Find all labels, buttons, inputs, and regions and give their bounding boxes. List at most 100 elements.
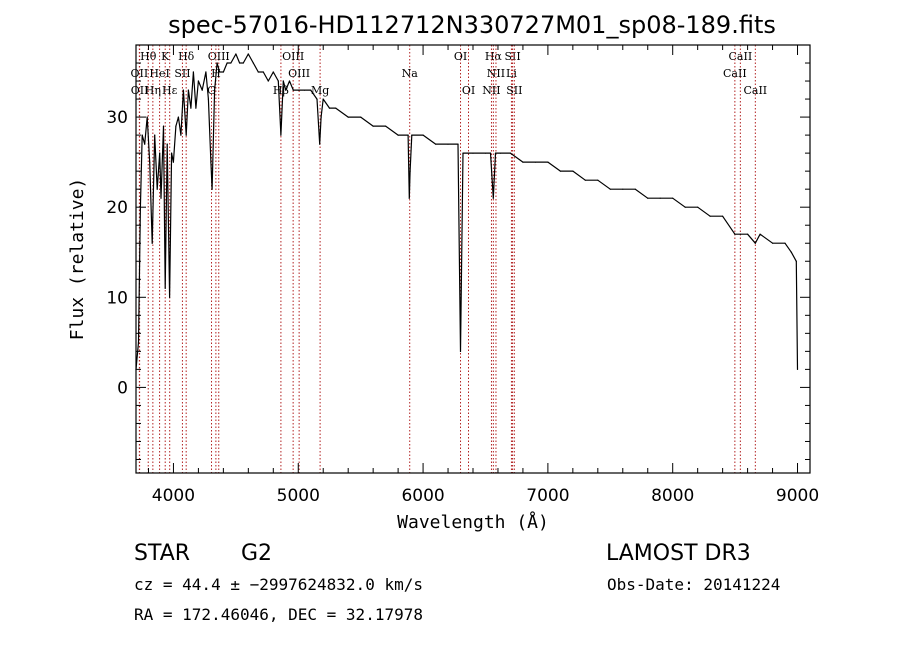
data-point-0-50 xyxy=(282,80,284,82)
data-point-0-90 xyxy=(584,179,586,181)
data-point-0-59 xyxy=(320,116,322,118)
data-point-0-86 xyxy=(534,161,537,163)
data-point-0-33 xyxy=(214,89,216,91)
marker-label-3: OIII xyxy=(208,50,230,63)
marker-label-1: K xyxy=(161,50,170,63)
data-point-0-49 xyxy=(280,134,282,136)
data-point-0-13 xyxy=(164,287,166,289)
marker-label-26: SII xyxy=(506,84,522,97)
data-point-0-69 xyxy=(408,197,410,199)
data-point-0-38 xyxy=(230,62,232,64)
object-class: STAR xyxy=(134,541,190,566)
data-point-0-43 xyxy=(252,62,254,64)
data-point-0-68 xyxy=(407,134,409,136)
data-point-0-4 xyxy=(144,143,146,145)
spectral-subclass: G2 xyxy=(241,541,272,566)
data-point-0-17 xyxy=(172,161,174,163)
data-point-0-55 xyxy=(303,89,306,91)
data-point-0-45 xyxy=(262,71,264,73)
data-point-0-58 xyxy=(319,143,321,145)
data-point-0-20 xyxy=(180,134,182,136)
data-point-0-51 xyxy=(285,89,287,91)
data-point-0-105 xyxy=(754,242,756,244)
data-point-0-63 xyxy=(347,116,349,118)
marker-label-21: G xyxy=(207,84,216,97)
survey-name: LAMOST DR3 xyxy=(606,541,751,566)
data-point-0-88 xyxy=(559,170,562,172)
data-point-0-91 xyxy=(597,179,599,181)
y-axis-label: Flux (relative) xyxy=(67,178,88,341)
marker-label-14: Na xyxy=(402,67,419,80)
data-point-0-79 xyxy=(484,152,487,154)
data-point-0-12 xyxy=(162,125,165,127)
y-tick-label-0: 0 xyxy=(117,378,128,398)
x-tick-label-2: 6000 xyxy=(401,486,444,506)
data-point-0-26 xyxy=(195,107,197,109)
marker-label-15: NII xyxy=(487,67,505,80)
observation-date: Obs-Date: 20141224 xyxy=(607,575,780,594)
marker-label-18: OII xyxy=(131,84,149,97)
data-point-0-25 xyxy=(192,71,194,73)
y-tick-label-1: 10 xyxy=(106,288,128,308)
marker-label-8: CaII xyxy=(729,50,753,63)
marker-label-6: Hα xyxy=(485,50,503,63)
data-point-0-65 xyxy=(372,125,374,127)
data-point-0-46 xyxy=(267,80,269,82)
axes: 4000 5000 6000 7000 8000 9000 0 10 20 30 xyxy=(106,45,819,506)
data-point-0-92 xyxy=(609,188,611,190)
data-point-0-93 xyxy=(622,188,624,190)
data-point-0-48 xyxy=(277,80,279,82)
data-point-0-21 xyxy=(182,89,184,91)
data-point-0-41 xyxy=(242,62,244,64)
data-point-0-10 xyxy=(159,152,161,154)
marker-label-11: SII xyxy=(174,67,190,80)
data-point-0-111 xyxy=(796,368,799,370)
data-point-0-3 xyxy=(141,134,143,136)
data-point-0-101 xyxy=(722,215,724,217)
data-point-0-98 xyxy=(684,206,686,208)
data-point-0-83 xyxy=(499,152,502,154)
data-point-0-6 xyxy=(149,161,151,163)
data-point-0-94 xyxy=(634,188,636,190)
data-point-0-23 xyxy=(187,89,189,91)
x-tick-label-0: 4000 xyxy=(152,486,195,506)
data-point-0-72 xyxy=(422,134,424,136)
data-point-0-42 xyxy=(247,53,249,55)
data-point-0-64 xyxy=(360,116,362,118)
marker-label-13: OIII xyxy=(288,67,310,80)
data-point-0-16 xyxy=(171,152,173,154)
data-point-0-9 xyxy=(156,188,158,190)
marker-label-0: Hθ xyxy=(140,50,157,63)
data-point-0-56 xyxy=(310,89,312,91)
data-point-0-24 xyxy=(190,107,192,109)
data-point-0-106 xyxy=(759,233,761,235)
marker-label-7: SII xyxy=(504,50,520,63)
chart-title: spec-57016-HD112712N330727M01_sp08-189.f… xyxy=(168,11,776,39)
data-point-0-60 xyxy=(322,98,324,100)
coordinates-line: RA = 172.46046, DEC = 32.17978 xyxy=(134,605,423,624)
marker-label-5: OI xyxy=(454,50,467,63)
data-point-0-40 xyxy=(239,62,241,64)
data-point-0-35 xyxy=(219,71,221,73)
data-point-0-75 xyxy=(457,143,459,145)
x-tick-label-1: 5000 xyxy=(277,486,320,506)
data-point-0-89 xyxy=(572,170,574,172)
data-point-0-8 xyxy=(154,134,156,136)
marker-label-20: Hε xyxy=(162,84,178,97)
data-point-0-70 xyxy=(409,170,411,172)
data-point-0-85 xyxy=(522,161,524,163)
y-tick-label-2: 20 xyxy=(106,198,128,218)
spectrum-series xyxy=(135,53,799,370)
data-point-0-87 xyxy=(547,161,549,163)
data-point-0-80 xyxy=(489,152,492,154)
data-point-0-99 xyxy=(697,206,699,208)
data-point-0-84 xyxy=(509,152,511,154)
data-point-0-52 xyxy=(288,80,291,82)
series-flux-line xyxy=(135,53,799,370)
data-point-0-29 xyxy=(205,71,207,73)
data-point-0-28 xyxy=(201,89,203,91)
data-point-0-1 xyxy=(137,341,140,343)
x-tick-label-3: 7000 xyxy=(526,486,569,506)
data-point-0-82 xyxy=(494,152,497,154)
